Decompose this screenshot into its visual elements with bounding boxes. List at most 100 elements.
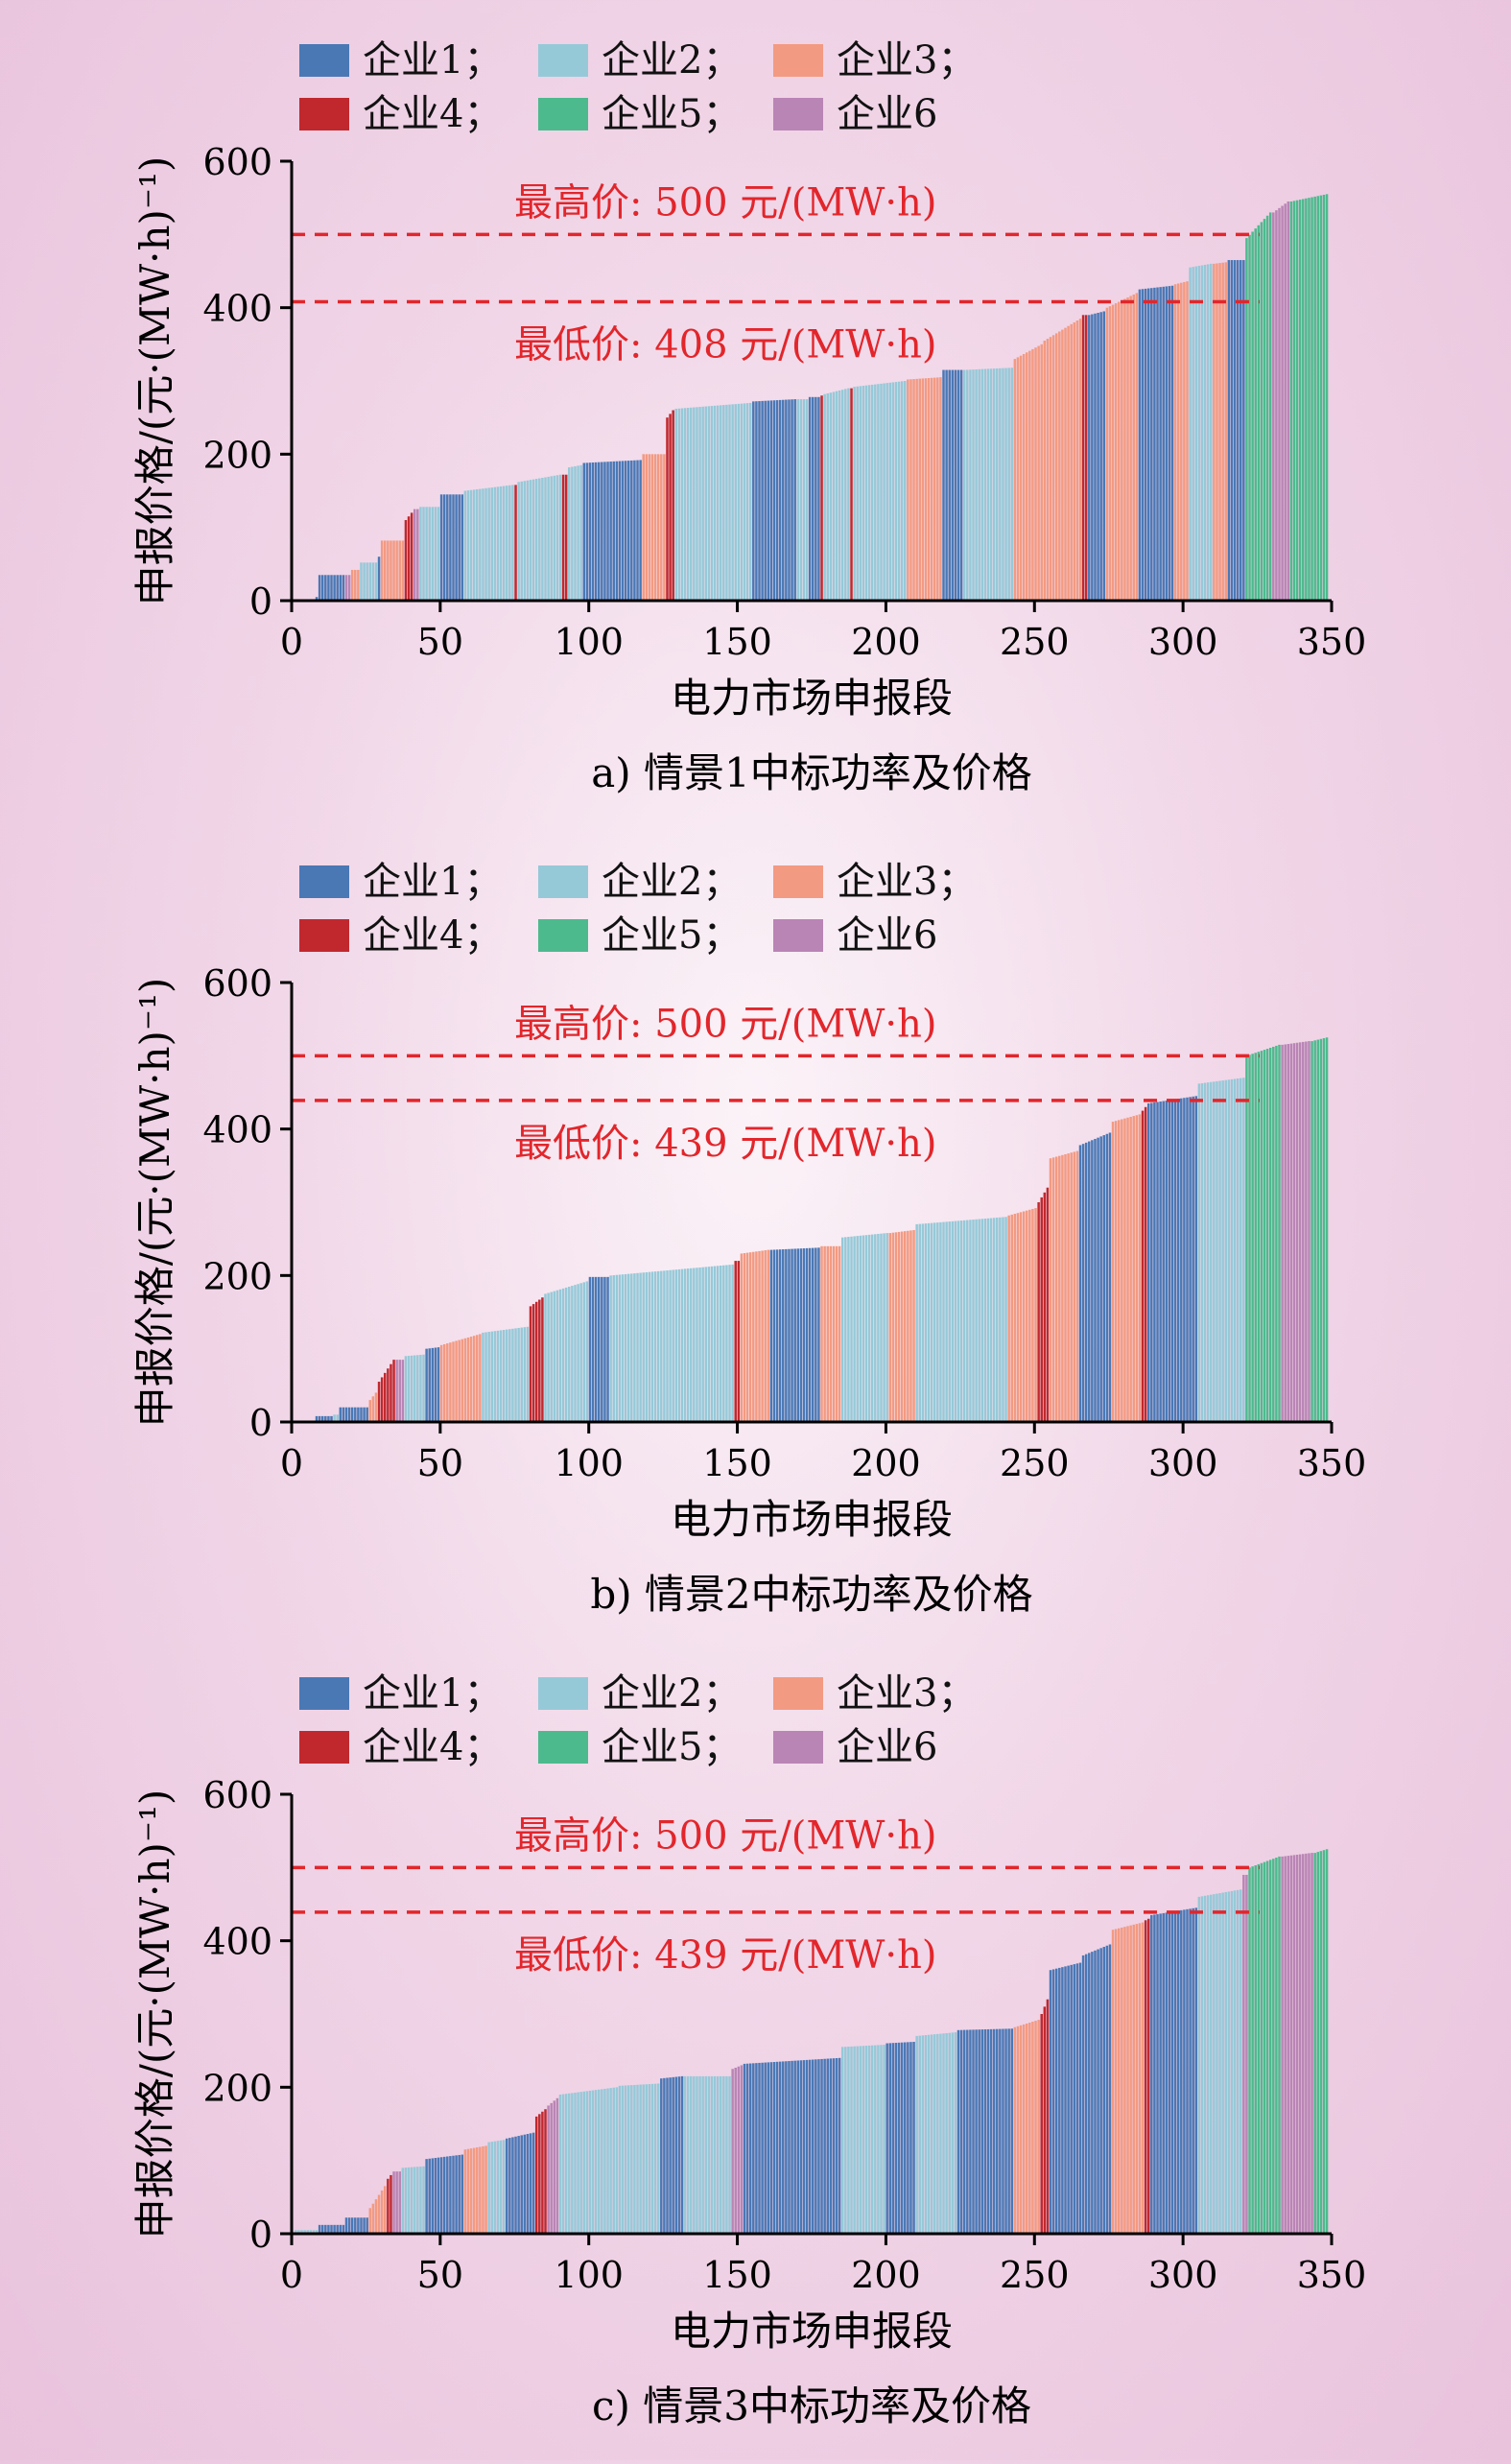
bar — [959, 369, 963, 601]
bar — [1019, 355, 1023, 601]
bar — [490, 487, 494, 601]
bar — [612, 1275, 615, 1422]
bar — [761, 2062, 764, 2234]
bar — [458, 494, 460, 601]
legend-swatch — [538, 44, 588, 77]
bar — [924, 1223, 928, 1422]
bar — [1289, 1855, 1293, 2234]
bar — [1150, 288, 1153, 601]
bar — [1081, 1144, 1085, 1422]
bar — [357, 569, 360, 601]
bar — [1028, 1209, 1031, 1422]
legend-swatch — [299, 1731, 349, 1764]
y-tick-label: 0 — [249, 1402, 272, 1444]
bar — [767, 400, 770, 601]
bar — [1075, 1963, 1079, 2234]
bar — [785, 1248, 788, 1422]
bar — [1118, 1928, 1121, 2234]
bar — [419, 2166, 422, 2234]
bar — [1135, 293, 1139, 601]
bar — [1173, 1910, 1177, 2234]
bar — [815, 2059, 817, 2234]
bar — [410, 2167, 413, 2234]
bar — [653, 454, 657, 601]
bar — [1313, 1040, 1316, 1422]
bar — [636, 460, 639, 601]
y-axis-label: 申报价格/(元·(MW·h)⁻¹) — [131, 978, 178, 1428]
bar — [883, 383, 885, 601]
legend-swatch — [299, 44, 349, 77]
bar — [606, 462, 609, 601]
bar — [894, 1232, 898, 1422]
bar — [808, 1247, 812, 1422]
bar — [1007, 2028, 1010, 2234]
bar — [1233, 1078, 1237, 1422]
bar — [859, 2046, 862, 2234]
bar — [1287, 201, 1290, 602]
bar — [1099, 1948, 1102, 2234]
bar — [463, 1338, 467, 1422]
legend-label: 企业2； — [602, 1671, 741, 1716]
bar — [674, 1269, 678, 1422]
bar — [523, 481, 527, 601]
bar — [360, 2217, 363, 2234]
bar — [1156, 1913, 1159, 2234]
bar — [725, 404, 728, 601]
legend-swatch — [299, 919, 349, 952]
bar — [755, 401, 758, 601]
bar — [823, 393, 826, 601]
bar — [404, 520, 408, 601]
bar — [558, 1289, 562, 1422]
bar — [909, 379, 912, 601]
bar — [642, 1272, 645, 1422]
bar — [1263, 1050, 1266, 1422]
bar — [1186, 1908, 1189, 2234]
bar — [380, 2190, 384, 2234]
bar — [1183, 281, 1186, 601]
bar — [1183, 1909, 1186, 2234]
bar — [778, 2061, 782, 2234]
bar — [1007, 1215, 1010, 1422]
bar — [615, 461, 619, 601]
bar — [1043, 1192, 1047, 1422]
bar — [330, 1415, 333, 1422]
legend-swatch — [773, 1731, 823, 1764]
bar — [999, 2028, 1002, 2234]
bar — [1200, 1082, 1204, 1422]
bar — [1114, 1121, 1118, 1422]
bar — [553, 2100, 556, 2234]
bar — [538, 1299, 541, 1422]
bar — [1236, 1078, 1239, 1422]
bar — [1322, 194, 1326, 602]
bar — [904, 381, 907, 601]
bar — [377, 557, 381, 601]
bar — [1224, 262, 1227, 601]
bar — [1135, 1924, 1139, 2234]
bar — [425, 1348, 428, 1422]
bar — [1313, 1853, 1316, 2234]
bar — [1034, 1208, 1037, 1422]
bar — [1084, 315, 1088, 601]
bar — [992, 368, 996, 601]
bar — [1265, 1860, 1269, 2234]
bar — [683, 2075, 687, 2234]
bar — [585, 462, 589, 601]
bar — [656, 454, 660, 601]
bar — [716, 1266, 720, 1422]
bar — [1097, 1949, 1099, 2234]
bar — [1275, 210, 1278, 601]
bar — [636, 1272, 639, 1422]
bar — [428, 2158, 431, 2234]
bar — [342, 2224, 345, 2234]
bar — [927, 378, 931, 601]
legend-swatch — [538, 98, 588, 130]
bar — [918, 2035, 921, 2234]
bar — [1073, 1151, 1076, 1422]
bar — [511, 485, 514, 601]
bar — [1144, 1920, 1147, 2234]
bar — [520, 1327, 523, 1422]
bar — [734, 404, 737, 601]
bar — [888, 2043, 892, 2234]
bar — [1192, 1907, 1194, 2234]
bar — [446, 1343, 449, 1422]
